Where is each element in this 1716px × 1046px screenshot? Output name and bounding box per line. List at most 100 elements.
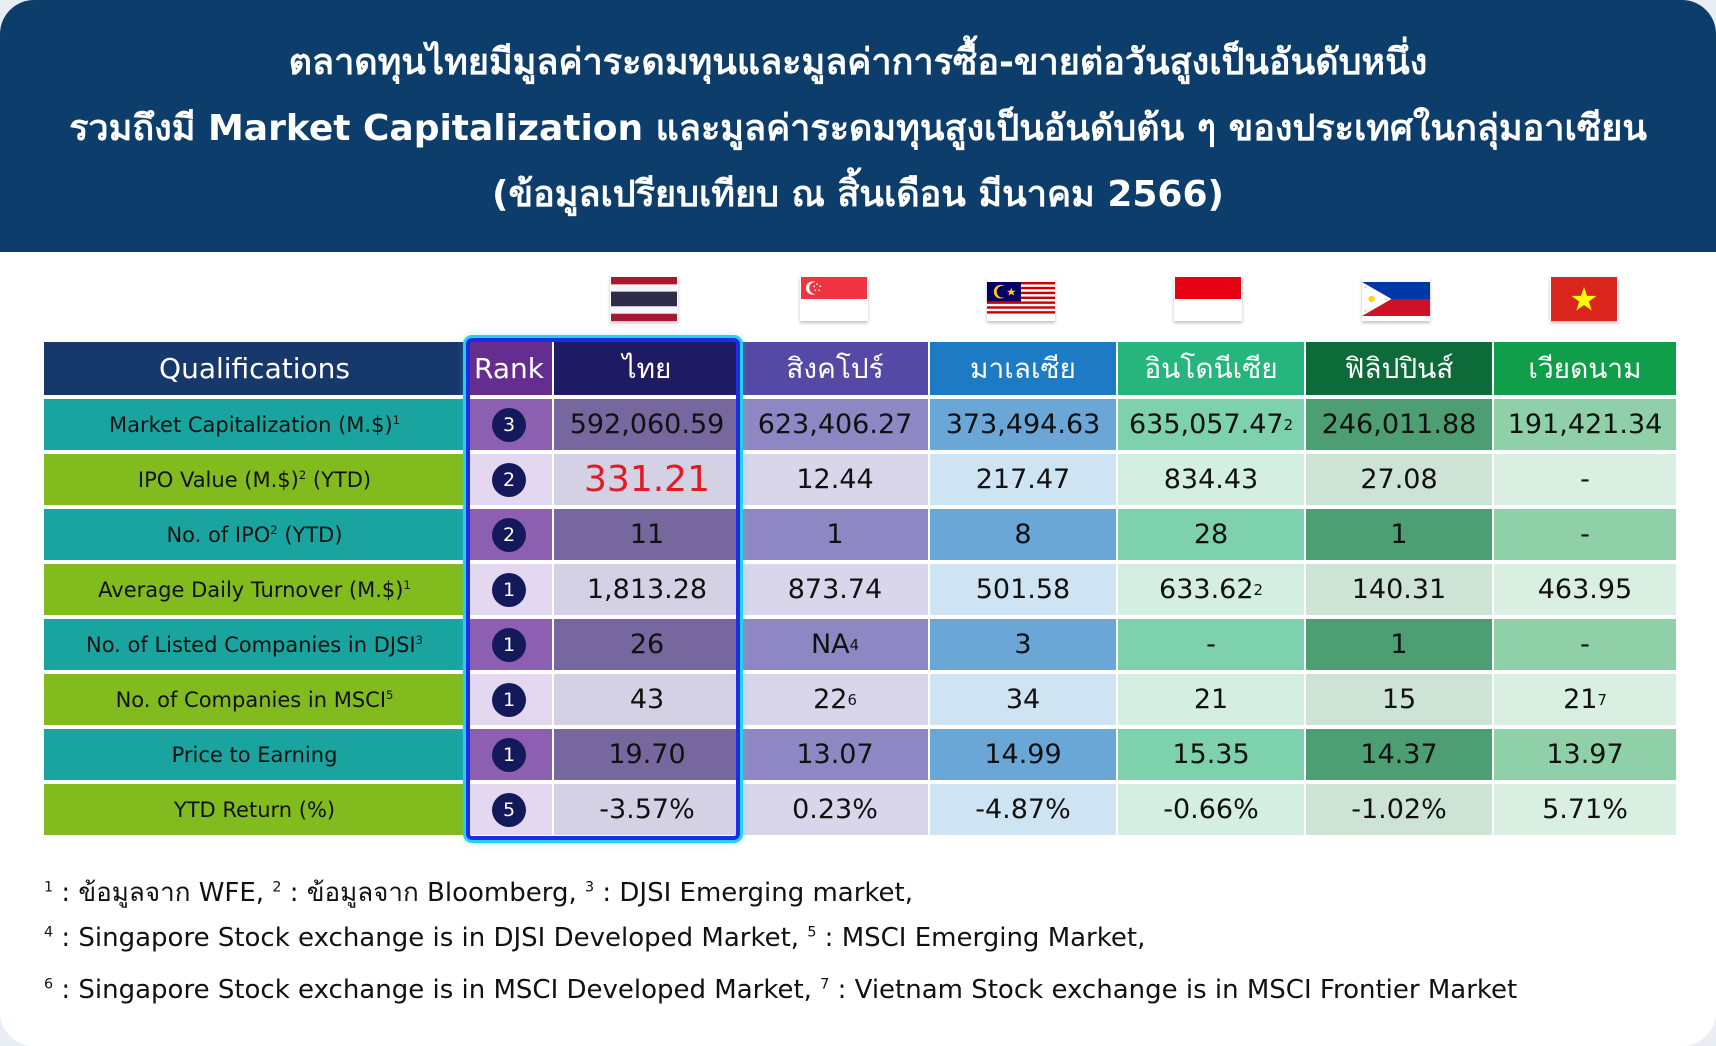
value-text: 15 [1381,684,1417,715]
qualification-name: Market Capitalization (M.$) [108,412,393,437]
country-header-label: ฟิลิปปินส์ [1344,351,1454,385]
footnote-text: : Singapore Stock exchange is in DJSI De… [53,923,808,953]
qualification-label: IPO Value (M.$)2 (YTD) [44,454,465,505]
value-text: 873.74 [787,574,883,605]
footnote-marker: 5 [386,687,394,702]
value-text: 14.99 [984,739,1062,770]
value-cell: 217.47 [930,454,1116,505]
footnote-line: 6 : Singapore Stock exchange is in MSCI … [44,975,1517,1005]
qualification-label: Average Daily Turnover (M.$)1 [44,564,465,615]
footnote-marker: 2 [298,467,307,482]
value-text: 26 [629,629,665,660]
qualification-name: No. of IPO [166,522,271,547]
qualification-label: Price to Earning [44,729,465,780]
rank-number: 1 [502,578,516,601]
footnote-marker: 1 [392,412,401,427]
value-text: 217.47 [975,464,1071,495]
value-cell: 27.08 [1306,454,1492,505]
value-text: 0.23% [792,794,878,825]
vietnam-flag [1551,277,1617,321]
value-cell: - [1494,509,1676,560]
value-cell: 1 [742,509,928,560]
rank-cell: 1 [466,564,552,615]
rank-badge: 3 [492,407,526,442]
value-cell: 43 [554,674,740,725]
country-header: ไทย [554,342,740,395]
value-text: 28 [1193,519,1229,550]
value-cell: 13.07 [742,729,928,780]
footnote-number: 5 [807,924,817,941]
rank-number: 1 [502,743,516,766]
value-text: 3 [1014,629,1032,660]
rank-number: 1 [502,633,516,656]
value-cell: 191,421.34 [1494,399,1676,450]
rank-cell: 3 [466,399,552,450]
value-cell: 373,494.63 [930,399,1116,450]
rank-number: 2 [502,468,516,491]
title-line-1: ตลาดทุนไทยมีมูลค่าระดมทุนและมูลค่าการซื้… [288,42,1428,83]
footnote-number: 2 [272,879,282,896]
value-text: 501.58 [975,574,1071,605]
qualification-name: No. of Listed Companies in DJSI [85,632,416,657]
value-text: 19.70 [608,739,686,770]
value-text: 623,406.27 [757,409,913,440]
value-text: 15.35 [1172,739,1250,770]
value-cell: 28 [1118,509,1304,560]
qualification-name: YTD Return (%) [173,797,336,822]
qualification-label: No. of IPO2 (YTD) [44,509,465,560]
footnote-number: 4 [44,924,54,941]
value-text: - [1580,629,1590,660]
value-cell: 19.70 [554,729,740,780]
value-text: 14.37 [1360,739,1438,770]
qualification-suffix: (YTD) [277,522,343,547]
value-cell: 246,011.88 [1306,399,1492,450]
rank-badge: 1 [492,737,526,772]
value-text: 43 [629,684,665,715]
rank-badge: 1 [492,682,526,717]
country-header-label: อินโดนีเซีย [1144,351,1278,385]
value-text: - [1580,464,1590,495]
value-text: 373,494.63 [945,409,1101,440]
rank-badge: 2 [492,517,526,552]
country-header-label: สิงคโปร์ [786,351,884,385]
value-cell: 14.99 [930,729,1116,780]
value-cell: 21 7 [1494,674,1676,725]
qualification-text: No. of Listed Companies in DJSI3 [86,633,423,657]
footnote-text: : MSCI Emerging Market, [816,923,1146,953]
country-header: เวียดนาม [1494,342,1676,395]
value-text: 5.71% [1542,794,1628,825]
value-text: -0.66% [1163,794,1259,825]
philippines-flag [1362,282,1430,316]
indonesia-flag [1175,277,1241,321]
value-cell: 0.23% [742,784,928,835]
qualification-name: IPO Value (M.$) [137,467,299,492]
footnote-number: 6 [44,976,54,993]
qualification-name: No. of Companies in MSCI [115,687,387,712]
value-text: 21 [1193,684,1229,715]
footnote-text: : Vietnam Stock exchange is in MSCI Fron… [829,975,1518,1005]
value-text: 1 [1390,519,1408,550]
value-cell: - [1494,454,1676,505]
footnote-number: 3 [585,879,595,896]
rank-cell: 1 [466,729,552,780]
qualification-name: Price to Earning [171,742,338,767]
value-text: 834.43 [1163,464,1259,495]
value-text: 635,057.47 [1128,409,1284,440]
value-text: 140.31 [1351,574,1447,605]
qualification-text: No. of Companies in MSCI5 [116,688,394,712]
qualification-label: YTD Return (%) [44,784,465,835]
country-header-label: เวียดนาม [1528,351,1642,385]
value-cell: 592,060.59 [554,399,740,450]
value-cell: 13.97 [1494,729,1676,780]
value-cell: 623,406.27 [742,399,928,450]
value-text: -1.02% [1351,794,1447,825]
value-cell: 873.74 [742,564,928,615]
qualification-label: No. of Companies in MSCI5 [44,674,465,725]
value-text: 34 [1005,684,1041,715]
value-text: 592,060.59 [569,409,725,440]
title-line-2: รวมถึงมี Market Capitalization และมูลค่า… [69,108,1647,149]
rank-number: 1 [502,688,516,711]
value-text: 8 [1014,519,1032,550]
footnote-text: : Singapore Stock exchange is in MSCI De… [53,975,821,1005]
value-text: - [1580,519,1590,550]
